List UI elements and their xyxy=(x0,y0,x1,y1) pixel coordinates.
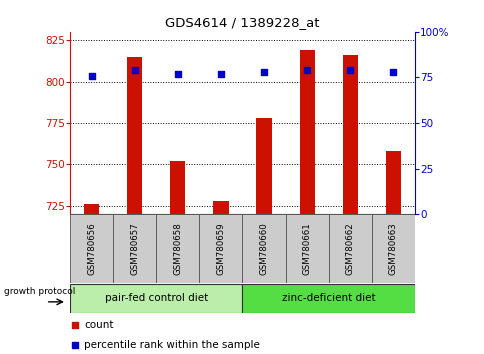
FancyBboxPatch shape xyxy=(371,214,414,283)
Text: GSM780660: GSM780660 xyxy=(259,222,268,275)
Text: GSM780663: GSM780663 xyxy=(388,222,397,275)
Text: zinc-deficient diet: zinc-deficient diet xyxy=(281,293,375,303)
Point xyxy=(174,71,182,76)
Text: pair-fed control diet: pair-fed control diet xyxy=(105,293,208,303)
Text: GSM780656: GSM780656 xyxy=(87,222,96,275)
FancyBboxPatch shape xyxy=(70,284,242,313)
Bar xyxy=(342,55,357,214)
Text: GSM780658: GSM780658 xyxy=(173,222,182,275)
Text: GSM780659: GSM780659 xyxy=(216,222,225,275)
Point xyxy=(72,322,79,327)
Point xyxy=(259,69,267,75)
Bar xyxy=(385,151,400,214)
Text: GSM780661: GSM780661 xyxy=(302,222,311,275)
Bar xyxy=(256,118,271,214)
FancyBboxPatch shape xyxy=(70,214,113,283)
Text: growth protocol: growth protocol xyxy=(3,287,75,296)
FancyBboxPatch shape xyxy=(328,214,371,283)
Bar xyxy=(213,201,228,214)
Bar xyxy=(299,50,314,214)
Bar xyxy=(170,161,185,214)
Point xyxy=(131,67,138,73)
Bar xyxy=(84,204,99,214)
Point xyxy=(389,69,396,75)
Point xyxy=(346,67,353,73)
Bar xyxy=(127,57,142,214)
Text: GSM780657: GSM780657 xyxy=(130,222,139,275)
FancyBboxPatch shape xyxy=(156,214,199,283)
FancyBboxPatch shape xyxy=(199,214,242,283)
Text: GSM780662: GSM780662 xyxy=(345,222,354,275)
FancyBboxPatch shape xyxy=(242,214,285,283)
Text: percentile rank within the sample: percentile rank within the sample xyxy=(84,340,259,350)
Point xyxy=(88,73,95,79)
Point xyxy=(217,71,225,76)
FancyBboxPatch shape xyxy=(285,214,328,283)
FancyBboxPatch shape xyxy=(113,214,156,283)
FancyBboxPatch shape xyxy=(242,284,414,313)
Text: count: count xyxy=(84,320,113,330)
Point xyxy=(72,342,79,348)
Title: GDS4614 / 1389228_at: GDS4614 / 1389228_at xyxy=(165,16,319,29)
Point xyxy=(302,67,310,73)
